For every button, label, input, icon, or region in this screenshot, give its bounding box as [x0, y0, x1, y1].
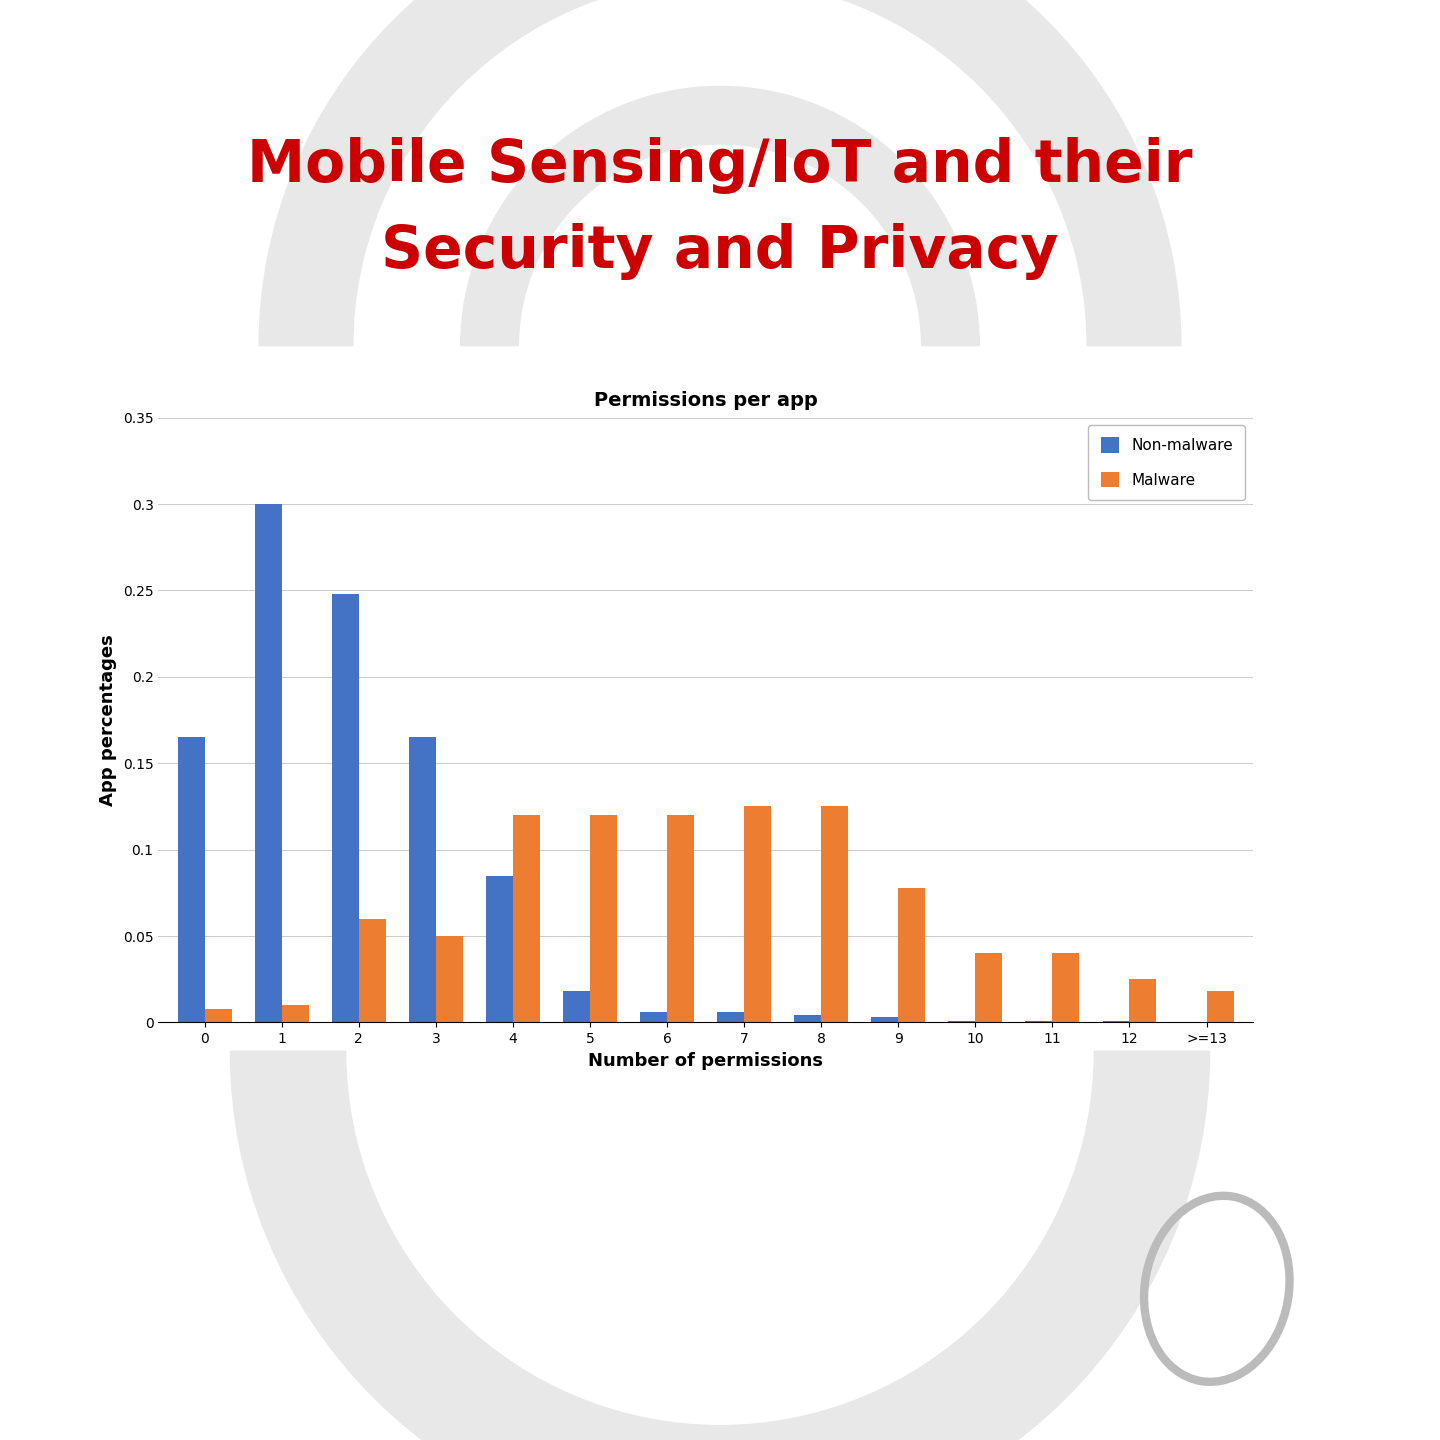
- Text: Security and Privacy: Security and Privacy: [382, 223, 1058, 281]
- Wedge shape: [230, 1051, 1210, 1440]
- Bar: [899, 887, 926, 1022]
- Bar: [436, 936, 462, 1022]
- Bar: [1025, 1021, 1053, 1022]
- Bar: [359, 919, 386, 1022]
- Wedge shape: [461, 86, 979, 346]
- Wedge shape: [259, 0, 1181, 346]
- Bar: [485, 876, 513, 1022]
- Y-axis label: App percentages: App percentages: [99, 634, 117, 806]
- Text: Mobile Sensing/IoT and their: Mobile Sensing/IoT and their: [248, 137, 1192, 194]
- Bar: [282, 1005, 308, 1022]
- Bar: [255, 504, 282, 1022]
- Bar: [949, 1021, 975, 1022]
- Bar: [975, 953, 1002, 1022]
- Bar: [1129, 979, 1156, 1022]
- Bar: [744, 806, 770, 1022]
- Bar: [1103, 1021, 1129, 1022]
- Bar: [177, 737, 204, 1022]
- X-axis label: Number of permissions: Number of permissions: [588, 1051, 824, 1070]
- Bar: [821, 806, 848, 1022]
- Title: Permissions per app: Permissions per app: [593, 392, 818, 410]
- Bar: [513, 815, 540, 1022]
- Legend: Non-malware, Malware: Non-malware, Malware: [1089, 425, 1246, 500]
- Bar: [717, 1012, 744, 1022]
- Bar: [1053, 953, 1080, 1022]
- Bar: [409, 737, 436, 1022]
- Bar: [331, 593, 359, 1022]
- Ellipse shape: [1174, 1221, 1269, 1351]
- Bar: [590, 815, 616, 1022]
- Bar: [871, 1017, 899, 1022]
- Bar: [563, 991, 590, 1022]
- Bar: [204, 1008, 232, 1022]
- Bar: [667, 815, 694, 1022]
- Bar: [1207, 991, 1234, 1022]
- Bar: [641, 1012, 667, 1022]
- Bar: [795, 1015, 821, 1022]
